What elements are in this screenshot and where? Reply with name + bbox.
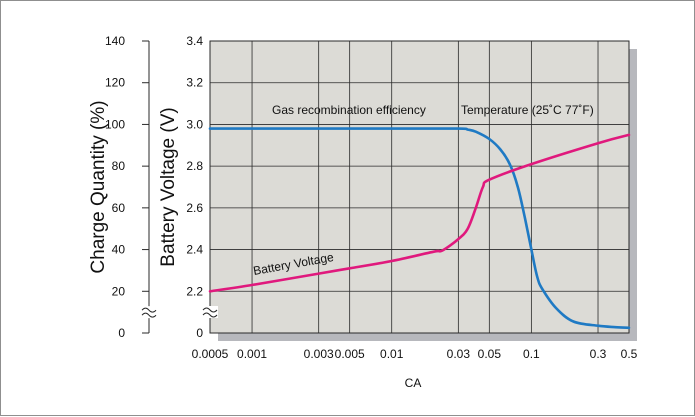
x-axis-title: CA: [405, 376, 422, 390]
left-axis-tick-label: 140: [105, 34, 125, 48]
left-axis-tick-label: 80: [112, 159, 126, 173]
gas-efficiency-annotation: Gas recombination efficiency: [272, 103, 426, 117]
voltage-axis-tick-label: 2.6: [186, 201, 203, 215]
x-axis-tick-label: 0.5: [621, 347, 638, 361]
x-axis-tick-label: 0.01: [380, 347, 404, 361]
plot-area: [209, 40, 630, 334]
voltage-axis-tick-label: 2.2: [186, 284, 203, 298]
x-axis-tick-label: 0.03: [447, 347, 471, 361]
voltage-axis-tick-label: 2.4: [186, 243, 203, 257]
x-axis-tick-label: 0.3: [590, 347, 607, 361]
x-axis-tick-label: 0.0005: [192, 347, 229, 361]
temperature-annotation: Temperature (25˚C 77˚F): [461, 103, 594, 117]
left-axis-tick-label: 60: [112, 201, 126, 215]
left-axis-tick-label: 20: [112, 284, 126, 298]
x-axis-tick-label: 0.001: [237, 347, 267, 361]
voltage-axis-tick-label: 3.4: [186, 34, 203, 48]
x-axis-tick-label: 0.005: [335, 347, 365, 361]
voltage-axis-tick-label: 2.8: [186, 159, 203, 173]
left-axis-break: [141, 306, 157, 319]
voltage-axis-tick-label: 3.2: [186, 76, 203, 90]
right-axis-title: Battery Voltage (V): [158, 107, 179, 266]
left-axis-tick-label: 40: [112, 243, 126, 257]
x-axis-tick-label: 0.05: [478, 347, 502, 361]
voltage-axis-break: [202, 306, 218, 318]
x-axis-tick-label: 0.003: [304, 347, 334, 361]
battery-voltage-line: [208, 133, 631, 293]
x-axis-tick-label: 0.1: [523, 347, 540, 361]
left-axis-title: Charge Quantity (%): [88, 100, 109, 273]
left-axis-tick-label: 100: [105, 117, 125, 131]
left-axis-tick-label: 120: [105, 76, 125, 90]
voltage-axis-tick-label: 3.0: [186, 117, 203, 131]
voltage-axis-tick-label: 0: [196, 326, 203, 340]
gas-recombination-efficiency-line: [208, 127, 631, 330]
left-axis-tick-label: 0: [118, 326, 125, 340]
